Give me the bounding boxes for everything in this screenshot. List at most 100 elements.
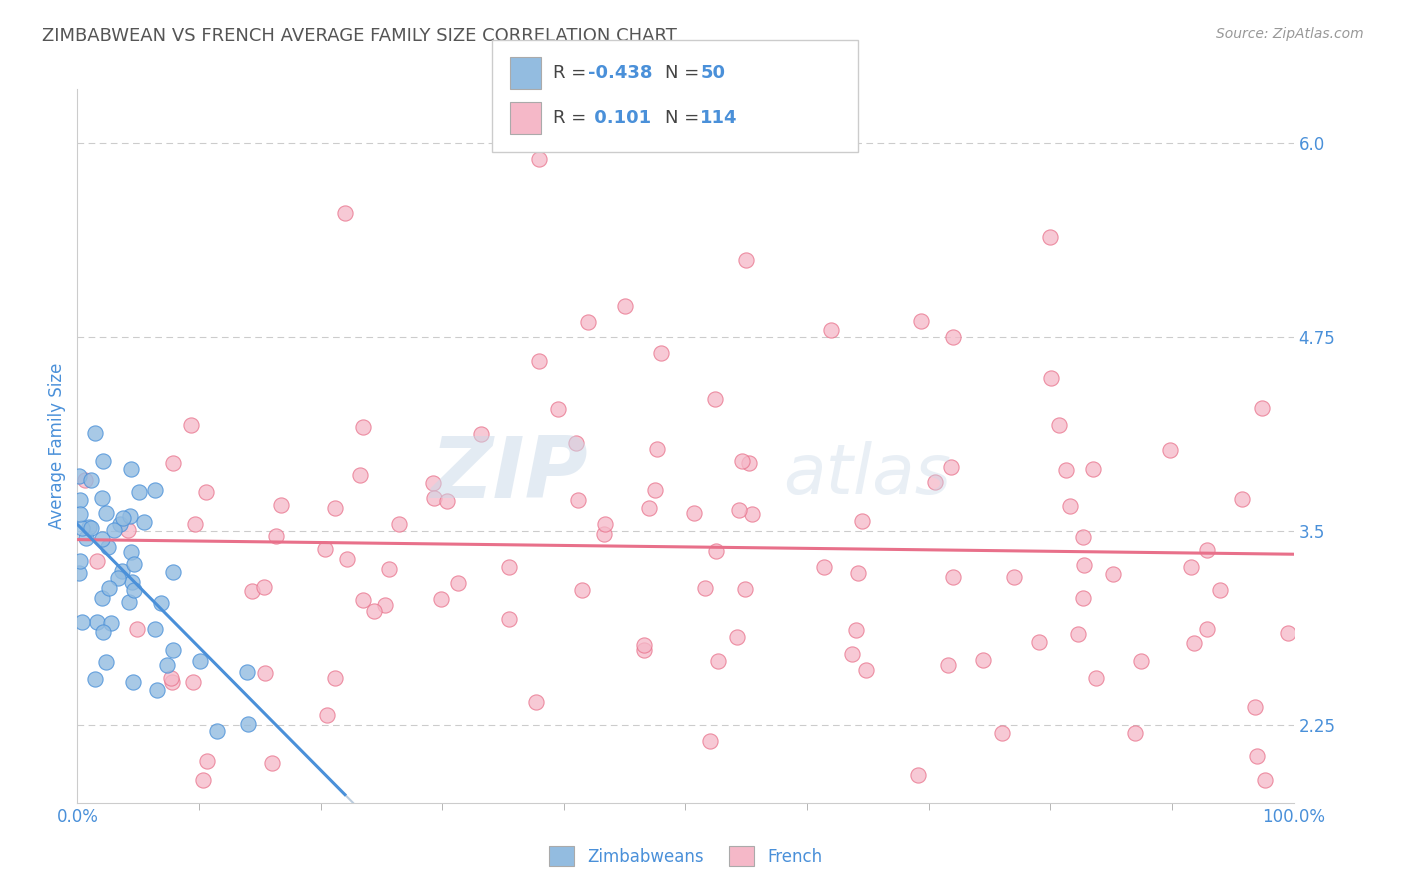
Point <box>120 462 142 476</box>
Text: N =: N = <box>665 64 704 82</box>
Point <box>1071 530 1094 544</box>
Point <box>69 493 91 508</box>
Point <box>107 570 129 584</box>
Point <box>1197 622 1219 636</box>
Point <box>264 529 287 543</box>
Point <box>565 436 588 450</box>
Point <box>1002 570 1025 584</box>
Point <box>91 454 114 468</box>
Point <box>155 658 177 673</box>
Point <box>314 541 336 556</box>
Text: 0.101: 0.101 <box>588 109 651 127</box>
Point <box>1246 749 1268 764</box>
Point <box>650 346 672 360</box>
Point <box>1056 463 1078 477</box>
Point <box>205 723 228 738</box>
Point <box>1071 591 1094 606</box>
Point <box>728 503 751 517</box>
Point <box>942 569 965 583</box>
Point <box>470 427 492 442</box>
Point <box>738 456 761 470</box>
Point <box>143 483 166 497</box>
Point <box>160 674 183 689</box>
Point <box>117 523 139 537</box>
Point <box>813 560 835 574</box>
Point <box>70 521 93 535</box>
Point <box>936 658 959 673</box>
Point <box>69 554 91 568</box>
Point <box>1059 500 1081 514</box>
Point <box>1232 491 1254 506</box>
Point <box>80 520 103 534</box>
Point <box>731 454 754 468</box>
Point <box>103 523 125 537</box>
Point <box>706 654 728 668</box>
Point <box>422 475 444 490</box>
Point <box>613 299 636 313</box>
Text: Source: ZipAtlas.com: Source: ZipAtlas.com <box>1216 27 1364 41</box>
Point <box>1159 443 1181 458</box>
Point <box>75 474 97 488</box>
Point <box>592 527 614 541</box>
Point <box>529 353 551 368</box>
Point <box>191 772 214 787</box>
Text: R =: R = <box>553 109 592 127</box>
Point <box>644 483 666 497</box>
Point <box>498 612 520 626</box>
Point <box>188 654 211 668</box>
Point <box>195 754 218 768</box>
Point <box>1277 626 1299 640</box>
Point <box>181 675 204 690</box>
Point <box>122 558 145 572</box>
Point <box>146 683 169 698</box>
Text: ZIP: ZIP <box>430 433 588 516</box>
Legend: Zimbabweans, French: Zimbabweans, French <box>543 839 828 873</box>
Point <box>184 516 207 531</box>
Point <box>1195 543 1218 558</box>
Point <box>80 473 103 487</box>
Text: N =: N = <box>665 109 704 127</box>
Point <box>143 622 166 636</box>
Point <box>260 756 283 770</box>
Point <box>633 643 655 657</box>
Point <box>1182 636 1205 650</box>
Point <box>633 638 655 652</box>
Point <box>374 598 396 612</box>
Point <box>125 623 148 637</box>
Point <box>349 468 371 483</box>
Point <box>683 506 706 520</box>
Point <box>90 532 112 546</box>
Point <box>336 552 359 566</box>
Point <box>595 516 617 531</box>
Point <box>851 514 873 528</box>
Point <box>122 582 145 597</box>
Point <box>1101 567 1123 582</box>
Point <box>498 559 520 574</box>
Text: R =: R = <box>553 64 592 82</box>
Point <box>363 604 385 618</box>
Point <box>242 583 264 598</box>
Point <box>159 671 181 685</box>
Point <box>436 493 458 508</box>
Point <box>134 515 156 529</box>
Point <box>353 593 375 607</box>
Point <box>941 459 963 474</box>
Point <box>423 491 446 506</box>
Point <box>86 615 108 630</box>
Point <box>100 615 122 630</box>
Point <box>378 562 401 576</box>
Point <box>252 580 274 594</box>
Text: atlas: atlas <box>783 441 950 508</box>
Point <box>77 520 100 534</box>
Point <box>1180 559 1202 574</box>
Point <box>98 581 121 595</box>
Point <box>194 485 217 500</box>
Text: 114: 114 <box>700 109 738 127</box>
Point <box>120 545 142 559</box>
Point <box>180 417 202 432</box>
Point <box>725 630 748 644</box>
Point <box>70 615 93 629</box>
Point <box>1066 627 1088 641</box>
Point <box>67 566 90 580</box>
Point <box>695 581 717 595</box>
